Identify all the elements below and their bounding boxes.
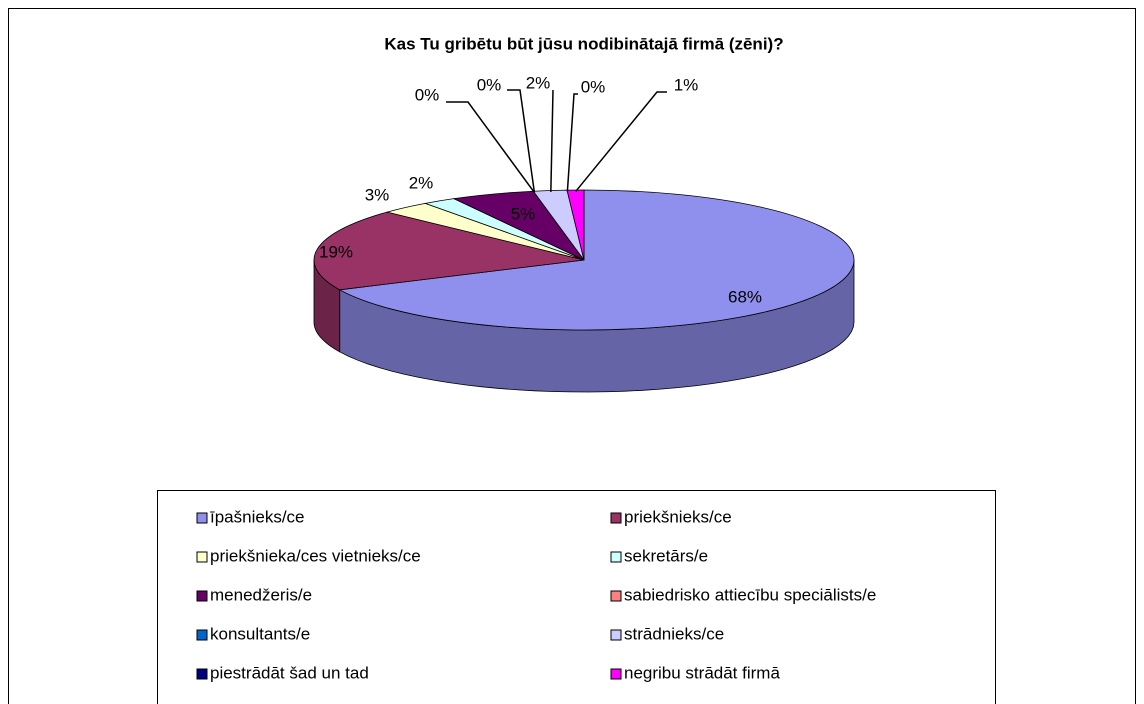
data-label: 0% <box>581 77 606 96</box>
chart-title: Kas Tu gribētu būt jūsu nodibinātajā fir… <box>384 34 783 53</box>
legend-label: īpašnieks/ce <box>210 507 305 526</box>
legend-box <box>157 490 996 704</box>
legend-swatch <box>610 551 622 563</box>
legend-swatch <box>610 629 622 641</box>
legend-swatch <box>610 590 622 602</box>
data-label: 2% <box>526 73 551 92</box>
legend-label: priekšnieks/ce <box>624 507 732 526</box>
legend-swatch <box>196 668 208 680</box>
data-label: 0% <box>477 75 502 94</box>
legend-label: sekretārs/e <box>624 546 708 565</box>
legend-label: strādnieks/ce <box>624 624 724 643</box>
legend-swatch <box>196 512 208 524</box>
legend-label: negribu strādāt firmā <box>624 663 780 682</box>
pie-slice <box>313 211 585 291</box>
legend-swatch <box>196 551 208 563</box>
data-label: 5% <box>511 204 536 223</box>
data-label: 3% <box>365 185 390 204</box>
legend-label: menedžeris/e <box>210 585 312 604</box>
leader-line <box>550 89 554 192</box>
leader-line <box>575 91 667 192</box>
legend-swatch <box>196 590 208 602</box>
leader-line <box>566 93 578 192</box>
data-label: 19% <box>319 242 353 261</box>
legend-label: priekšnieka/ces vietnieks/ce <box>210 546 421 565</box>
legend-swatch <box>196 629 208 641</box>
data-label: 2% <box>409 173 434 192</box>
legend-label: konsultants/e <box>210 624 310 643</box>
legend-label: sabiedrisko attiecību speciālists/e <box>624 585 876 604</box>
data-label: 0% <box>415 85 440 104</box>
leader-line <box>507 89 536 193</box>
data-label: 68% <box>728 287 762 306</box>
leader-line <box>446 101 536 194</box>
legend-label: piestrādāt šad un tad <box>210 663 369 682</box>
pie-slice <box>338 189 855 331</box>
data-label: 1% <box>674 75 699 94</box>
legend-swatch <box>610 668 622 680</box>
legend-swatch <box>610 512 622 524</box>
